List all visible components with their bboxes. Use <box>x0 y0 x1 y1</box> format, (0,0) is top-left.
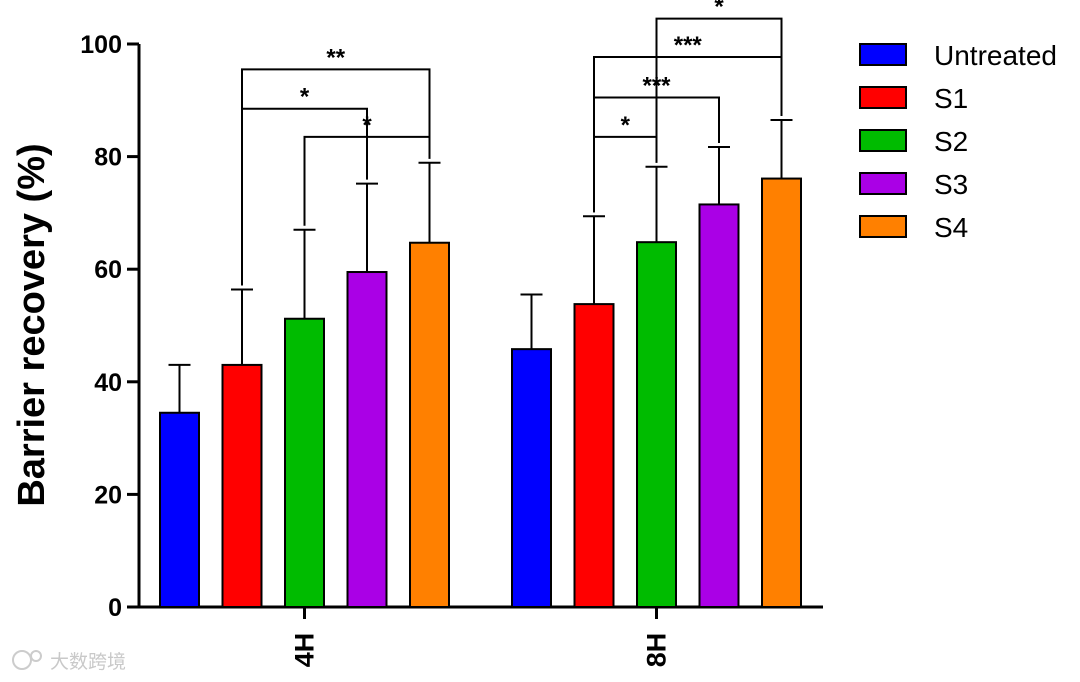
significance-brackets: ************ <box>241 0 783 286</box>
x-tick-labels: 4H 8H <box>290 607 672 667</box>
watermark-logo-dot <box>30 650 42 662</box>
legend-swatch-untreated <box>859 43 907 66</box>
significance-bracket <box>241 68 431 286</box>
legend-swatch-s1 <box>859 86 907 109</box>
significance-label: * <box>714 0 724 21</box>
bar-s4-4h <box>409 241 450 608</box>
y-axis-title: Barrier recovery (%) <box>11 143 53 506</box>
x-tick-label: 8H <box>642 633 672 668</box>
significance-bracket <box>241 107 368 286</box>
y-tick-label: 60 <box>94 256 122 284</box>
legend-label-s1: S1 <box>934 83 968 114</box>
bar-s2-8h <box>636 241 677 608</box>
significance-bracket <box>303 135 431 226</box>
significance-label: ** <box>326 44 345 71</box>
significance-label: * <box>300 84 310 111</box>
bar-s4-8h <box>761 177 802 608</box>
legend-label-s3: S3 <box>934 169 968 200</box>
watermark: 大数跨境 <box>12 650 126 673</box>
legend-swatch-s4 <box>859 215 907 238</box>
legend-swatch-s2 <box>859 129 907 152</box>
y-tick-label: 80 <box>94 144 122 172</box>
bar-s2-4h <box>284 317 325 608</box>
significance-bracket <box>593 135 658 213</box>
error-bars <box>168 119 793 413</box>
y-tick-label: 20 <box>94 481 122 509</box>
legend-label-untreated: Untreated <box>934 40 1057 71</box>
bar-s3-4h <box>346 271 388 608</box>
bar-untreated-4h <box>159 411 200 609</box>
bar-s3-8h <box>698 203 740 609</box>
x-tick-label: 4H <box>290 633 320 668</box>
y-tick-label: 0 <box>108 594 122 622</box>
significance-label: * <box>621 112 631 139</box>
bar-s1-8h <box>573 303 615 608</box>
legend-label-s2: S2 <box>934 126 968 157</box>
bars <box>159 177 802 609</box>
significance-label: *** <box>674 32 703 59</box>
watermark-text: 大数跨境 <box>50 651 126 673</box>
bar-s1-4h <box>221 363 263 608</box>
legend-label-s4: S4 <box>934 212 968 243</box>
significance-label: *** <box>642 72 671 99</box>
watermark-logo-icon <box>12 650 32 670</box>
bar-untreated-8h <box>511 348 552 608</box>
significance-label: * <box>362 112 372 139</box>
legend-swatch-s3 <box>859 172 907 195</box>
legend: Untreated S1 S2 S3 S4 <box>859 40 1057 243</box>
y-tick-label: 40 <box>94 369 122 397</box>
y-tick-label: 100 <box>80 31 122 59</box>
y-ticks: 0 20 40 60 80 100 <box>80 31 139 622</box>
